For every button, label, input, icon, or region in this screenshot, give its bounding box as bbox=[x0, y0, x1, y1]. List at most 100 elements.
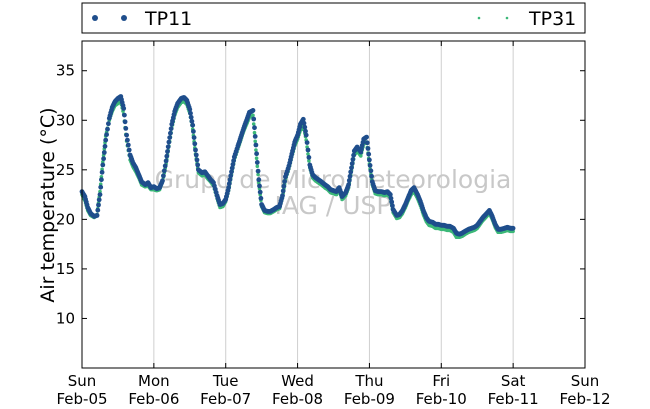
data-point-tp11-28-2 bbox=[165, 149, 170, 154]
data-point-tp11-50-0 bbox=[229, 169, 234, 175]
data-point-tp11-75-1 bbox=[304, 140, 310, 146]
data-point-tp11-37-2 bbox=[191, 135, 197, 141]
legend: TP11 TP31 bbox=[81, 2, 586, 34]
y-axis-title: Air temperature (°C) bbox=[37, 107, 59, 302]
data-point-tp11-49-2 bbox=[227, 177, 233, 183]
data-point-tp11-6-3 bbox=[99, 169, 105, 175]
data-point-tp11-67-2 bbox=[281, 183, 287, 189]
data-point-tp11-58-1 bbox=[254, 151, 259, 157]
data-point-tp11-57-1 bbox=[251, 116, 257, 122]
data-point-tp11-50-2 bbox=[230, 162, 236, 167]
legend-tp31-marker-2 bbox=[505, 16, 509, 20]
x-tick-label-day-1: Mon bbox=[138, 372, 170, 390]
data-point-tp11-57-3 bbox=[252, 134, 258, 139]
data-point-tp11-74-2 bbox=[302, 124, 308, 130]
data-point-tp11-7-0 bbox=[100, 162, 106, 168]
data-point-tp11-96-3 bbox=[369, 173, 374, 179]
y-tick-label-3: 25 bbox=[56, 161, 75, 179]
data-point-tp11-75-2 bbox=[305, 147, 311, 153]
data-point-tp11-103-3 bbox=[390, 203, 395, 209]
data-point-tp11-8-3 bbox=[106, 121, 111, 127]
data-point-tp11-90-2 bbox=[350, 157, 356, 162]
y-axis: 10 15 20 25 30 35 bbox=[56, 62, 585, 327]
data-point-tp11-57-0 bbox=[250, 108, 256, 113]
legend-label-tp31: TP31 bbox=[528, 8, 576, 30]
x-tick-label-date-2: Feb-07 bbox=[200, 390, 251, 408]
data-point-tp31-58-0 bbox=[254, 148, 258, 152]
data-point-tp11-27-3 bbox=[162, 163, 168, 169]
data-point-tp11-14-0 bbox=[121, 106, 127, 111]
data-point-tp11-37-1 bbox=[191, 129, 196, 134]
legend-tp11-marker-1 bbox=[92, 15, 98, 21]
data-point-tp11-end bbox=[510, 225, 516, 231]
data-point-tp11-74-0 bbox=[300, 116, 306, 122]
data-point-tp11-38-1 bbox=[193, 152, 199, 158]
data-point-tp11-8-1 bbox=[104, 132, 109, 138]
x-tick-label-date-4: Feb-09 bbox=[344, 390, 395, 408]
data-point-tp11-58-0 bbox=[253, 142, 259, 148]
x-tick-label-date-7: Feb-12 bbox=[559, 390, 610, 408]
data-point-tp11-95-1 bbox=[364, 140, 370, 146]
data-point-tp11-67-0 bbox=[280, 193, 285, 199]
data-point-tp11-96-0 bbox=[367, 157, 372, 163]
data-point-tp11-89-3 bbox=[348, 169, 354, 175]
x-tick-label-day-7: Sun bbox=[571, 372, 600, 390]
data-point-tp11-95-3 bbox=[366, 151, 372, 157]
data-point-tp11-59-1 bbox=[257, 183, 262, 189]
y-tick-label-4: 30 bbox=[56, 111, 75, 129]
data-point-tp31-58-3 bbox=[256, 172, 260, 177]
data-point-tp11-15-3 bbox=[126, 147, 132, 153]
data-point-tp11-75-3 bbox=[306, 155, 312, 160]
data-point-tp11-29-2 bbox=[168, 130, 173, 136]
data-point-tp11-74-3 bbox=[303, 128, 308, 134]
data-point-tp11-103-1 bbox=[388, 195, 394, 201]
data-point-tp11-74-1 bbox=[301, 120, 307, 126]
data-point-tp11-7-3 bbox=[102, 143, 108, 149]
data-point-tp11-28-1 bbox=[164, 153, 170, 159]
legend-tp31-marker-1 bbox=[477, 16, 481, 20]
watermark: Grupo de Micrometeorologia IAG / USP bbox=[155, 165, 512, 220]
data-point-tp31-57-1 bbox=[251, 122, 256, 126]
data-point-tp11-6-0 bbox=[97, 192, 103, 198]
data-point-tp11-36-2 bbox=[188, 114, 194, 120]
data-point-tp11-59-0 bbox=[256, 177, 262, 183]
data-point-tp11-14-3 bbox=[123, 125, 129, 131]
x-tick-label-day-0: Sun bbox=[68, 372, 97, 390]
data-point-tp11-75-0 bbox=[303, 132, 309, 138]
data-point-tp11-37-0 bbox=[190, 122, 196, 128]
y-tick-label-1: 15 bbox=[56, 260, 75, 278]
data-point-tp11-90-1 bbox=[349, 161, 355, 167]
x-tick-label-day-5: Fri bbox=[432, 372, 450, 390]
data-point-tp11-15-1 bbox=[125, 137, 130, 143]
legend-tp11-marker-2 bbox=[121, 15, 127, 21]
data-point-tp31-57-3 bbox=[253, 139, 257, 144]
x-tick-label-day-3: Wed bbox=[281, 372, 314, 390]
data-point-tp31-58-2 bbox=[255, 164, 260, 169]
series-tp11 bbox=[79, 94, 516, 237]
data-point-tp11-58-2 bbox=[254, 160, 260, 165]
data-point-tp11-49-0 bbox=[226, 185, 232, 191]
data-point-tp11-28-3 bbox=[165, 144, 171, 150]
x-tick-label-day-4: Thu bbox=[354, 372, 383, 390]
x-tick-label-date-3: Feb-08 bbox=[272, 390, 323, 408]
x-tick-label-date-1: Feb-06 bbox=[128, 390, 179, 408]
x-tick-label-date-6: Feb-11 bbox=[488, 390, 539, 408]
data-point-tp11-27-0 bbox=[160, 178, 165, 184]
data-point-tp11-89-0 bbox=[346, 182, 351, 188]
data-point-tp31-75-3 bbox=[307, 159, 311, 163]
data-point-tp11-36-1 bbox=[188, 110, 193, 116]
x-tick-label-date-0: Feb-05 bbox=[56, 390, 107, 408]
data-point-tp11-38-0 bbox=[193, 147, 198, 153]
data-point-tp11-95-0 bbox=[364, 134, 369, 140]
data-point-tp11-5-0 bbox=[94, 213, 100, 218]
data-point-tp11-59-3 bbox=[258, 195, 264, 201]
data-point-tp31-57-2 bbox=[252, 130, 257, 135]
data-point-tp11-57-2 bbox=[252, 125, 257, 131]
data-point-tp11-67-3 bbox=[282, 179, 287, 184]
data-point-tp11-36-0 bbox=[187, 107, 193, 112]
data-point-tp11-27-2 bbox=[161, 168, 167, 174]
data-point-tp11-38-2 bbox=[194, 157, 200, 163]
data-point-tp11-8-0 bbox=[103, 137, 109, 143]
data-point-tp11-28-0 bbox=[163, 158, 169, 164]
